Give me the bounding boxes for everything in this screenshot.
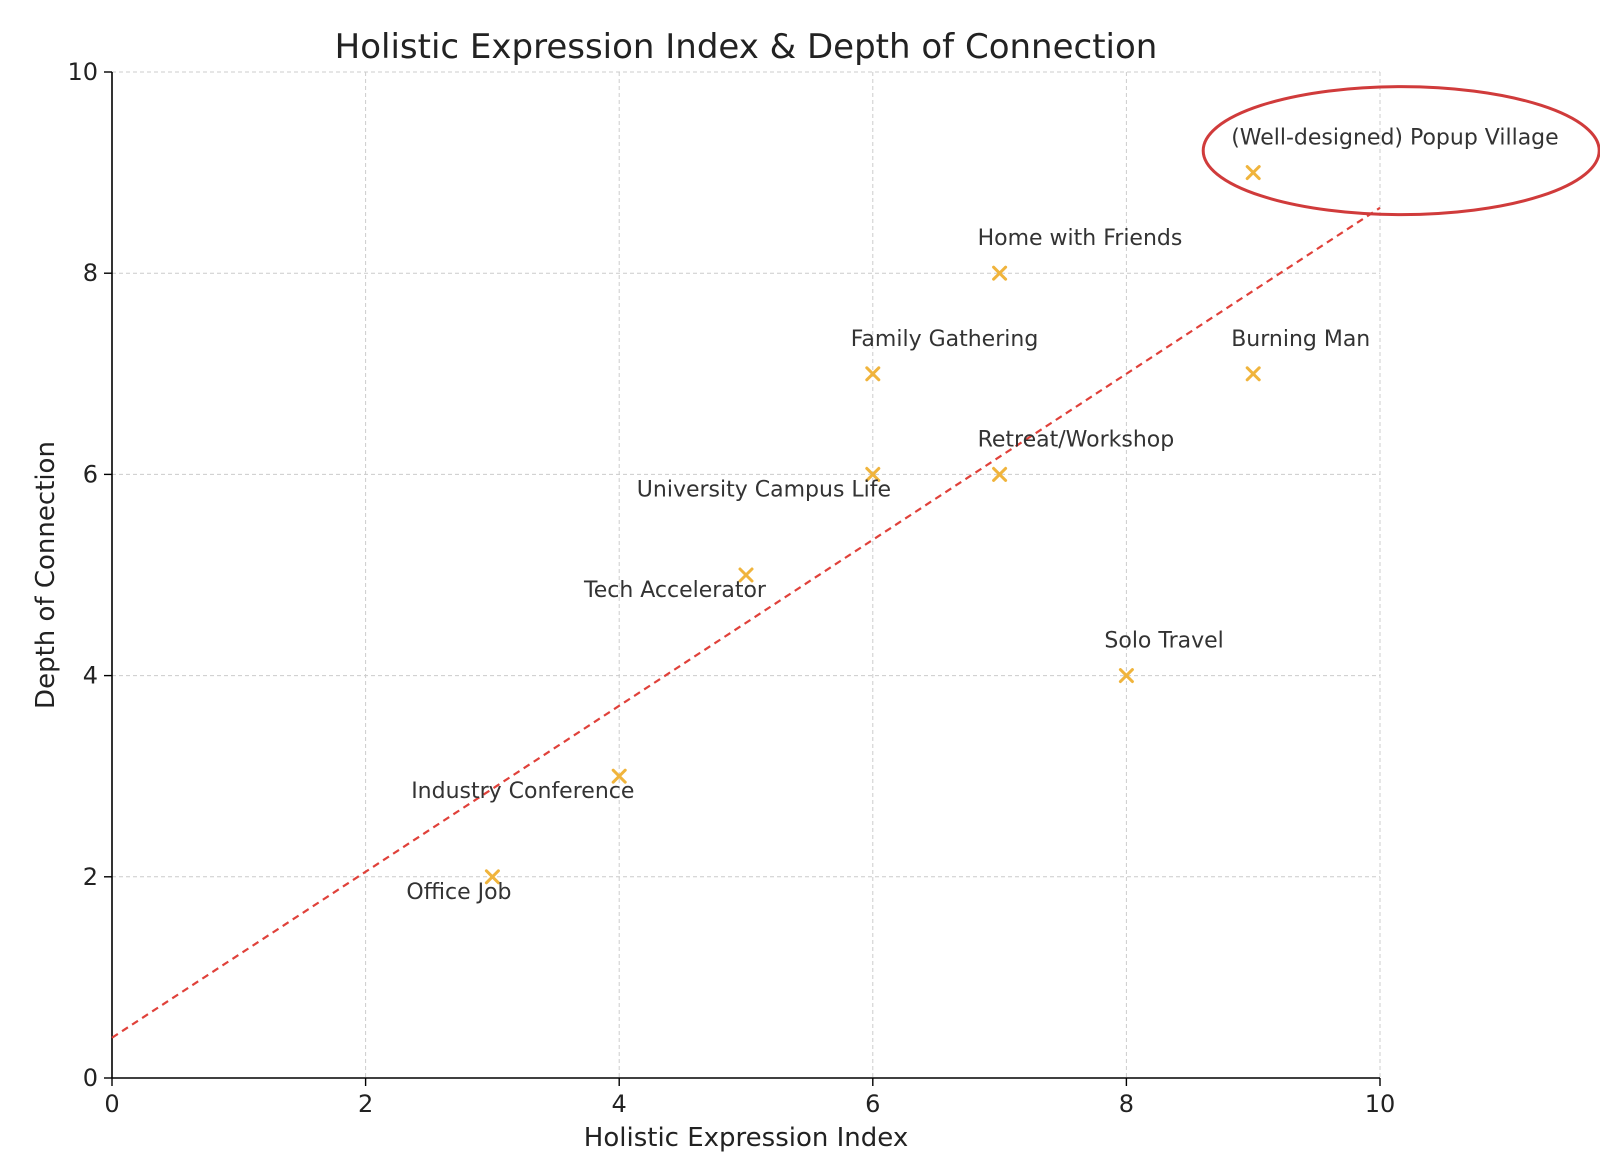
y-tick-label: 6 bbox=[83, 460, 98, 488]
point-label: Family Gathering bbox=[851, 327, 1038, 352]
highlight-layer bbox=[1201, 85, 1600, 217]
marker-stroke bbox=[484, 869, 500, 885]
point-label: (Well-designed) Popup Village bbox=[1231, 126, 1559, 151]
data-point bbox=[865, 466, 881, 482]
y-tick-label: 10 bbox=[67, 58, 98, 86]
point-labels: (Well-designed) Popup Village Home with F… bbox=[406, 126, 1558, 905]
data-point bbox=[865, 366, 881, 382]
marker-stroke bbox=[1245, 165, 1261, 181]
chart-title: Holistic Expression Index & Depth of Con… bbox=[335, 27, 1158, 67]
marker-stroke bbox=[865, 366, 881, 382]
data-point bbox=[1245, 366, 1261, 382]
marker-stroke bbox=[992, 265, 1008, 281]
y-tick-label: 0 bbox=[83, 1064, 98, 1092]
y-tick-label: 8 bbox=[83, 259, 98, 287]
data-point bbox=[1245, 165, 1261, 181]
data-point bbox=[484, 869, 500, 885]
marker-stroke bbox=[992, 466, 1008, 482]
x-tick-label: 10 bbox=[1365, 1090, 1396, 1118]
data-point bbox=[1118, 668, 1134, 684]
x-tick-label: 6 bbox=[865, 1090, 880, 1118]
marker-stroke bbox=[738, 567, 754, 583]
trendline bbox=[111, 206, 1381, 1039]
x-axis-label: Holistic Expression Index bbox=[584, 1123, 908, 1153]
y-tick-label: 2 bbox=[83, 863, 98, 891]
y-axis-label: Depth of Connection bbox=[31, 441, 61, 709]
data-points bbox=[484, 165, 1261, 885]
x-tick-label: 2 bbox=[358, 1090, 373, 1118]
axes: 0 2 4 6 8 10 0 2 4 6 8 10 bbox=[67, 58, 1395, 1118]
point-label: Solo Travel bbox=[1104, 629, 1223, 654]
point-label: Office Job bbox=[406, 880, 511, 905]
highlight-ellipse bbox=[1201, 85, 1600, 217]
point-label: Home with Friends bbox=[978, 226, 1183, 251]
grid-lines bbox=[112, 71, 1381, 1078]
marker-stroke bbox=[865, 466, 881, 482]
point-label: Burning Man bbox=[1231, 327, 1370, 352]
marker-stroke bbox=[1245, 366, 1261, 382]
y-tick-label: 4 bbox=[83, 662, 98, 690]
x-tick-label: 0 bbox=[104, 1090, 119, 1118]
data-point bbox=[992, 466, 1008, 482]
data-point bbox=[738, 567, 754, 583]
marker-stroke bbox=[611, 768, 627, 784]
data-point bbox=[611, 768, 627, 784]
x-tick-label: 4 bbox=[612, 1090, 627, 1118]
data-point bbox=[992, 265, 1008, 281]
point-label: Retreat/Workshop bbox=[978, 427, 1175, 452]
point-label: University Campus Life bbox=[637, 477, 891, 502]
marker-stroke bbox=[1118, 668, 1134, 684]
point-label: Tech Accelerator bbox=[583, 578, 767, 603]
trendline-layer bbox=[111, 206, 1381, 1039]
point-label: Industry Conference bbox=[411, 779, 634, 804]
x-tick-label: 8 bbox=[1119, 1090, 1134, 1118]
